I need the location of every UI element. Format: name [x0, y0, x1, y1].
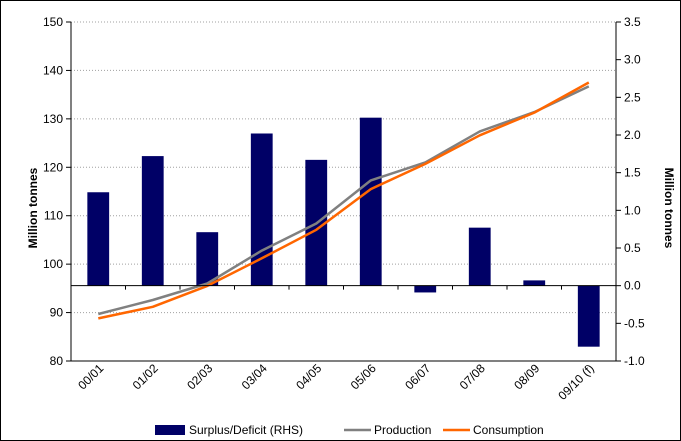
- x-tick-label-08/09: 08/09: [511, 361, 542, 392]
- y-left-tick-label-7: 150: [43, 15, 63, 29]
- x-tick-label-07/08: 07/08: [457, 361, 488, 392]
- legend-swatch-surplus: [155, 425, 185, 435]
- y-right-tick-label-2: 0.0: [624, 279, 641, 293]
- y-right-tick-label-6: 2.0: [624, 128, 641, 142]
- legend-label-consumption: Consumption: [473, 423, 544, 437]
- y-left-tick-label-4: 120: [43, 160, 63, 174]
- y-left-tick-label-6: 140: [43, 63, 63, 77]
- bar-00/01: [87, 192, 110, 286]
- bar-08/09: [523, 280, 546, 286]
- x-tick-label-06/07: 06/07: [402, 361, 433, 392]
- legend-label-production: Production: [374, 423, 431, 437]
- y-left-tick-label-5: 130: [43, 112, 63, 126]
- y-right-tick-label-8: 3.0: [624, 53, 641, 67]
- bar-07/08: [468, 227, 491, 286]
- y-left-tick-label-2: 100: [43, 257, 63, 271]
- bar-01/02: [141, 156, 164, 286]
- x-tick-label-03/04: 03/04: [239, 361, 270, 392]
- y-right-tick-label-3: 0.5: [624, 241, 641, 255]
- y-right-tick-label-7: 2.5: [624, 90, 641, 104]
- y-right-tick-label-9: 3.5: [624, 15, 641, 29]
- lines-group: [97, 81, 590, 320]
- legend: Surplus/Deficit (RHS) Production Consump…: [155, 423, 544, 437]
- bar-06/07: [414, 285, 437, 293]
- line-consumption: [98, 81, 590, 320]
- x-tick-label-01/02: 01/02: [130, 361, 161, 392]
- x-tick-label-04/05: 04/05: [293, 361, 324, 392]
- y-right-tick-label-4: 1.0: [624, 203, 641, 217]
- y-right-tick-label-5: 1.5: [624, 166, 641, 180]
- x-tick-label-00/01: 00/01: [75, 361, 106, 392]
- x-tick-label-05/06: 05/06: [348, 361, 379, 392]
- x-tick-label-09/10 (f): 09/10 (f): [555, 361, 597, 403]
- bar-02/03: [196, 232, 219, 286]
- bar-05/06: [359, 117, 382, 286]
- bar-09/10 (f): [577, 285, 600, 347]
- y-left-tick-label-1: 90: [50, 306, 64, 320]
- x-tick-label-02/03: 02/03: [184, 361, 215, 392]
- y-left-tick-label-0: 80: [50, 354, 64, 368]
- y-right-tick-label-1: -0.5: [624, 316, 645, 330]
- y-axis-left-title: Million tonnes: [26, 167, 40, 248]
- y-right-tick-label-0: -1.0: [624, 354, 645, 368]
- axes-group: [66, 21, 621, 362]
- y-axis-right-title: Million tonnes: [662, 168, 676, 249]
- line-production: [97, 85, 590, 316]
- y-left-tick-label-3: 110: [44, 209, 63, 223]
- legend-label-surplus: Surplus/Deficit (RHS): [189, 423, 303, 437]
